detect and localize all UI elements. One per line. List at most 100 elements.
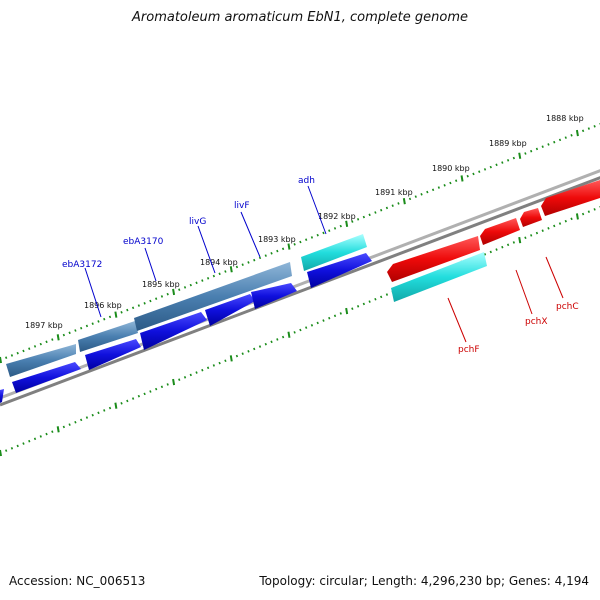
major-tick [575, 213, 579, 220]
minor-tick [570, 217, 573, 221]
minor-tick [466, 174, 469, 178]
minor-tick [299, 328, 302, 332]
minor-tick [189, 283, 192, 287]
minor-tick [160, 295, 164, 298]
minor-tick [16, 444, 19, 448]
forward-gene-track [6, 262, 292, 377]
minor-tick [564, 136, 567, 139]
minor-tick [51, 338, 54, 341]
minor-tick [212, 274, 216, 278]
minor-tick [547, 143, 550, 146]
minor-tick [351, 220, 354, 223]
minor-tick [212, 364, 216, 367]
minor-tick [489, 250, 492, 254]
minor-tick [103, 317, 106, 321]
minor-tick [293, 331, 296, 334]
minor-tick [253, 258, 256, 262]
minor-tick [137, 394, 141, 398]
minor-tick [91, 322, 94, 325]
minor-tick [74, 329, 77, 332]
minor-tick [143, 392, 146, 396]
minor-tick [155, 297, 158, 301]
minor-tick [143, 301, 146, 305]
genome-summary: Topology: circular; Length: 4,296,230 bp… [259, 574, 589, 588]
minor-tick [224, 270, 227, 273]
minor-tick [178, 378, 181, 381]
reverse-leaders [447, 256, 564, 343]
gene-label-livG[interactable]: livG [189, 217, 206, 227]
major-tick [518, 236, 522, 244]
minor-tick [483, 253, 487, 256]
minor-tick [16, 351, 19, 355]
kbp-label: 1892 kbp [318, 212, 356, 221]
gene-bar [78, 321, 138, 352]
minor-tick [339, 312, 342, 315]
kbp-label: 1894 kbp [200, 258, 238, 267]
gene-label-pchC[interactable]: pchC [556, 302, 579, 312]
gene-label-adh[interactable]: adh [298, 176, 315, 186]
minor-tick [293, 242, 296, 246]
minor-tick [322, 231, 325, 235]
major-tick [345, 220, 349, 228]
minor-tick [62, 425, 66, 429]
minor-tick [587, 127, 591, 130]
minor-tick [553, 140, 556, 144]
minor-tick [183, 286, 187, 289]
gene-label-ebA3170[interactable]: ebA3170 [123, 237, 164, 247]
minor-tick [420, 193, 423, 196]
minor-tick [258, 345, 262, 348]
cds-arrow [307, 253, 372, 288]
reverse-cds-track [387, 180, 600, 282]
minor-tick [235, 265, 239, 269]
minor-tick [201, 368, 204, 372]
kbp-label: 1889 kbp [489, 139, 527, 148]
minor-tick [281, 335, 285, 339]
kbp-label: 1893 kbp [258, 235, 296, 244]
minor-tick [28, 347, 31, 350]
accession-label: Accession: NC_006513 [9, 574, 146, 588]
minor-tick [333, 227, 337, 230]
minor-tick [224, 359, 227, 363]
minor-tick [33, 437, 37, 441]
major-tick [114, 402, 118, 409]
major-tick [114, 311, 118, 318]
minor-tick [558, 222, 562, 225]
major-tick [460, 175, 464, 182]
major-tick [575, 129, 579, 137]
gene-label-livF[interactable]: livF [234, 201, 250, 211]
gene-label-ebA3172[interactable]: ebA3172 [62, 260, 102, 270]
minor-tick [512, 156, 516, 160]
minor-tick [247, 261, 250, 264]
major-tick [56, 426, 60, 433]
minor-tick [547, 226, 550, 230]
minor-tick [68, 331, 71, 335]
minor-tick [10, 446, 14, 450]
minor-tick [253, 347, 256, 351]
kbp-label: 1896 kbp [84, 301, 122, 310]
minor-tick [472, 172, 475, 176]
kbp-label: 1890 kbp [432, 164, 470, 173]
kbp-label: 1897 kbp [25, 321, 63, 330]
major-tick [287, 331, 291, 338]
gene-label-pchX[interactable]: pchX [525, 317, 548, 327]
minor-tick [437, 186, 441, 189]
major-tick [56, 334, 60, 341]
gene-label-pchF[interactable]: pchF [458, 345, 480, 355]
minor-tick [51, 430, 54, 434]
backbone-inner [0, 176, 600, 407]
minor-tick [455, 179, 458, 183]
minor-tick [299, 240, 302, 244]
kbp-label: 1895 kbp [142, 280, 180, 289]
kbp-label: 1891 kbp [375, 188, 413, 197]
minor-tick [506, 159, 510, 162]
minor-tick [506, 243, 510, 247]
minor-tick [443, 183, 446, 187]
major-tick [345, 307, 349, 315]
minor-tick [495, 248, 498, 251]
minor-tick [281, 247, 285, 251]
minor-tick [62, 333, 66, 337]
minor-tick [218, 361, 221, 365]
minor-tick [368, 213, 371, 217]
minor-tick [368, 300, 371, 303]
minor-tick [195, 281, 198, 285]
